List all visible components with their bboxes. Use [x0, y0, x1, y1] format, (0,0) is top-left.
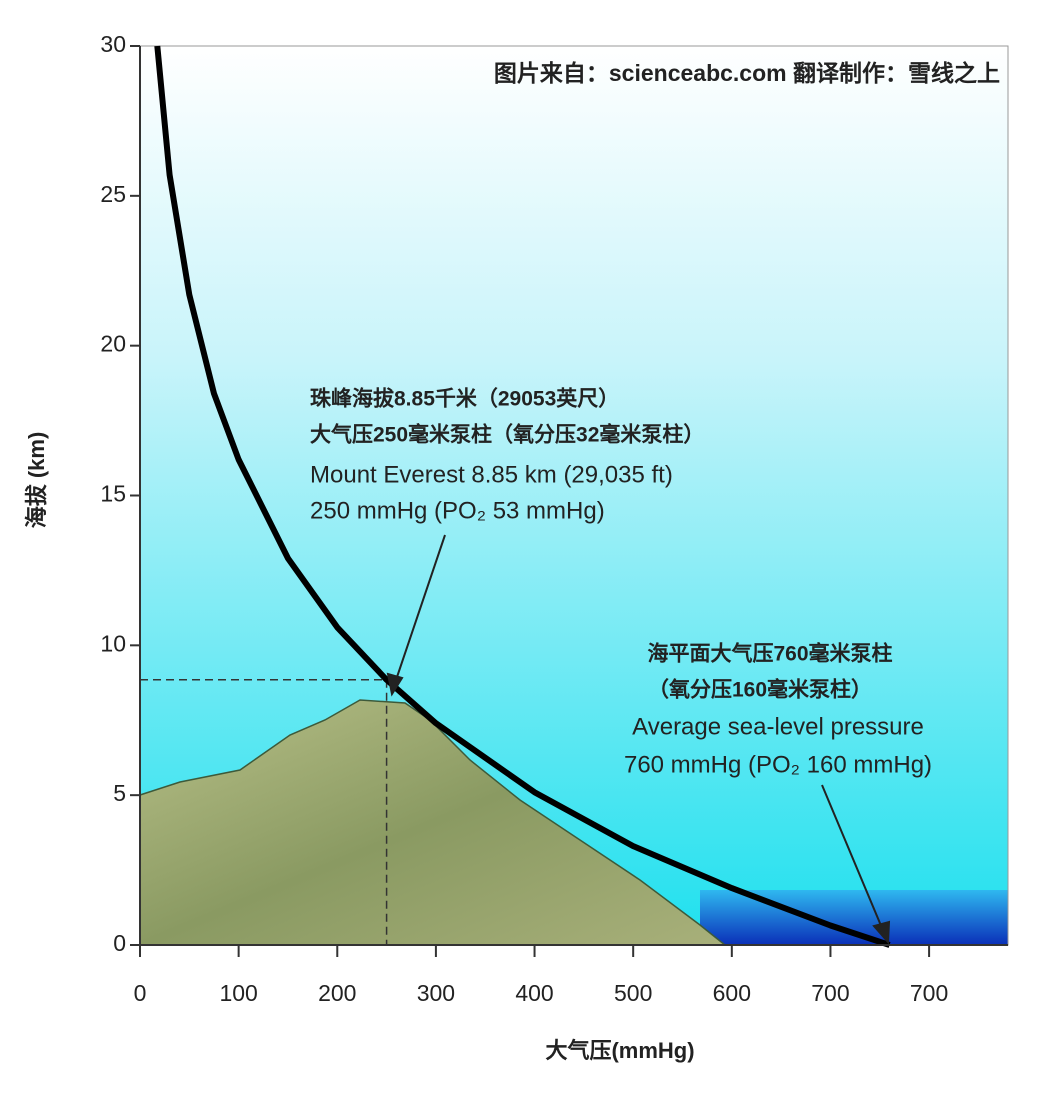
y-tick-label: 0	[113, 930, 126, 956]
x-tick-label: 700	[811, 980, 849, 1006]
annotation: 珠峰海拔8.85千米（29053英尺）	[310, 387, 619, 411]
arrow	[821, 784, 883, 929]
annotation: Average sea-level pressure	[632, 713, 924, 740]
x-tick-label: 700	[910, 980, 948, 1006]
watermark: 图片来自：scienceabc.com 翻译制作：雪线之上	[494, 60, 1000, 86]
x-tick-label: 400	[515, 980, 553, 1006]
x-tick-label: 500	[614, 980, 652, 1006]
annotation: 250 mmHg (PO₂ 53 mmHg)	[310, 497, 605, 524]
y-tick-label: 25	[100, 181, 126, 207]
annotation: Mount Everest 8.85 km (29,035 ft)	[310, 461, 673, 488]
annotation: 大气压250毫米泵柱（氧分压32毫米泵柱）	[310, 423, 704, 447]
y-tick-label: 30	[100, 31, 126, 57]
y-tick-label: 5	[113, 780, 126, 806]
x-tick-label: 0	[134, 980, 147, 1006]
arrow-head	[872, 920, 891, 945]
y-tick-label: 15	[100, 481, 126, 507]
x-tick-label: 600	[713, 980, 751, 1006]
x-tick-label: 100	[219, 980, 257, 1006]
annotation: （氧分压160毫米泵柱）	[648, 678, 872, 702]
y-axis-title: 海拔 (km)	[24, 432, 49, 529]
annotation: 760 mmHg (PO₂ 160 mmHg)	[624, 751, 932, 778]
arrow-head	[386, 672, 404, 697]
mountain	[139, 699, 728, 946]
plot-layer	[140, 45, 891, 948]
arrows	[386, 534, 891, 945]
y-tick-label: 10	[100, 630, 126, 656]
arrow	[395, 534, 446, 681]
pressure-curve	[154, 45, 891, 948]
annotation: 海平面大气压760毫米泵柱	[647, 642, 892, 666]
x-axis-title: 大气压(mmHg)	[545, 1038, 694, 1063]
y-tick-label: 20	[100, 331, 126, 357]
sea	[700, 890, 1008, 945]
x-tick-label: 200	[318, 980, 356, 1006]
x-tick-label: 300	[417, 980, 455, 1006]
